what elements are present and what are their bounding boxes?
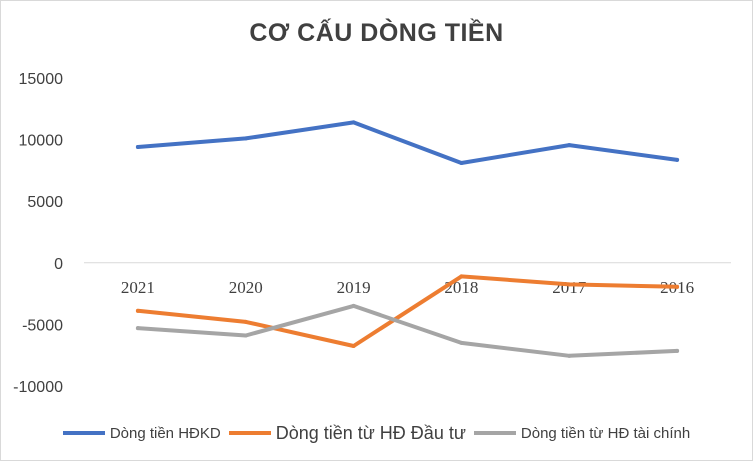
series-1-point <box>135 144 140 149</box>
series-1-point <box>243 136 248 141</box>
series-2-point <box>675 284 680 289</box>
legend-item-3: Dòng tiền từ HĐ tài chính <box>473 424 691 442</box>
series-1-point <box>567 143 572 148</box>
y-tick-label: 10000 <box>19 133 64 150</box>
x-category-label: 2021 <box>121 278 155 297</box>
series-line-1 <box>135 120 680 165</box>
chart-title: CƠ CẤU DÒNG TIỀN <box>249 19 504 47</box>
legend-label: Dòng tiền từ HĐ tài chính <box>520 424 691 442</box>
plot-area: 15000 10000 5000 0 -5000 -10000 2021 2020 2019 20… <box>13 71 731 396</box>
legend-item-2: Dòng tiền từ HĐ Đầu tư <box>228 422 466 444</box>
legend-label: Dòng tiền HĐKD <box>109 424 221 442</box>
y-tick-label: 15000 <box>19 71 64 88</box>
y-tick-label: -5000 <box>22 317 63 334</box>
legend-item-1: Dòng tiền HĐKD <box>62 424 221 442</box>
series-line-3 <box>135 303 680 358</box>
series-1-point <box>675 157 680 162</box>
series-3-point <box>243 333 248 338</box>
series-1-point <box>459 161 464 166</box>
legend-swatch <box>228 431 271 435</box>
series-3-point <box>135 326 140 331</box>
series-3-point <box>567 353 572 358</box>
x-category-label: 2017 <box>552 278 587 297</box>
series-2-point <box>459 274 464 279</box>
x-category-label: 2019 <box>337 278 371 297</box>
legend: Dòng tiền HĐKD Dòng tiền từ HĐ Đầu tư Dòng… <box>1 421 752 445</box>
series-2-point <box>135 308 140 313</box>
y-tick-label: -10000 <box>13 379 63 396</box>
series-2-point <box>351 343 356 348</box>
series-line-2 <box>135 274 680 348</box>
x-category-label: 2020 <box>229 278 263 297</box>
series-2-point <box>567 282 572 287</box>
y-tick-label: 0 <box>54 256 63 273</box>
y-tick-label: 5000 <box>27 194 63 211</box>
series-3-point <box>351 303 356 308</box>
series-3-point <box>675 348 680 353</box>
series-2-point <box>243 319 248 324</box>
series-3-point <box>459 340 464 345</box>
legend-label: Dòng tiền từ HĐ Đầu tư <box>275 422 466 443</box>
series-1-point <box>351 120 356 125</box>
legend-swatch <box>62 431 105 435</box>
legend-swatch <box>473 431 516 435</box>
x-category-label: 2018 <box>444 278 478 297</box>
